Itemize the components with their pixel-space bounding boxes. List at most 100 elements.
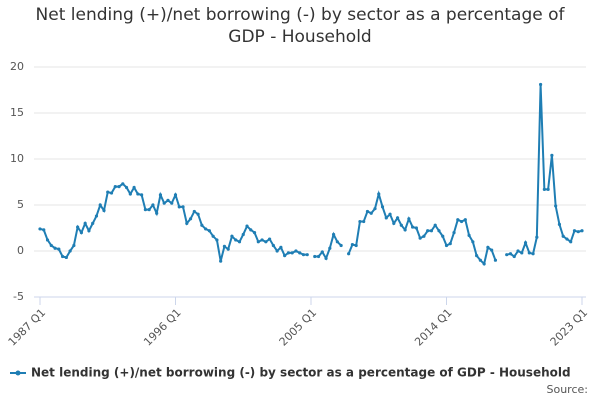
point bbox=[516, 249, 520, 253]
point bbox=[459, 219, 464, 224]
point bbox=[531, 252, 535, 256]
point bbox=[113, 185, 117, 189]
point bbox=[576, 230, 580, 234]
point bbox=[452, 231, 456, 235]
point bbox=[433, 223, 437, 227]
point bbox=[49, 243, 53, 248]
point bbox=[200, 223, 204, 227]
point bbox=[554, 204, 558, 208]
point bbox=[441, 234, 445, 238]
point bbox=[155, 211, 159, 215]
x-tick-label: 1987 Q1 bbox=[6, 306, 49, 349]
point bbox=[535, 235, 539, 239]
point bbox=[109, 191, 114, 195]
point bbox=[407, 217, 411, 221]
point bbox=[373, 207, 377, 211]
point bbox=[162, 201, 166, 205]
point bbox=[173, 193, 178, 197]
point bbox=[271, 243, 275, 248]
point bbox=[222, 244, 227, 248]
point bbox=[486, 245, 490, 249]
point bbox=[320, 250, 324, 254]
source: Source: bbox=[547, 383, 589, 396]
point bbox=[546, 187, 550, 191]
point bbox=[98, 203, 102, 207]
point bbox=[463, 218, 467, 222]
point bbox=[456, 218, 460, 222]
point bbox=[234, 238, 238, 242]
point bbox=[136, 192, 140, 196]
point bbox=[286, 251, 291, 255]
point bbox=[572, 229, 577, 233]
point bbox=[158, 193, 163, 197]
point bbox=[557, 222, 562, 226]
point bbox=[117, 185, 121, 189]
point bbox=[290, 251, 294, 255]
legend-label: Net lending (+)/net borrowing (-) by sec… bbox=[31, 366, 571, 380]
point bbox=[538, 82, 543, 87]
point bbox=[151, 203, 155, 207]
x-tick-label: 2023 Q1 bbox=[548, 306, 591, 349]
point bbox=[339, 243, 343, 248]
point bbox=[177, 205, 181, 209]
point bbox=[305, 253, 309, 257]
point bbox=[57, 247, 61, 251]
point bbox=[64, 255, 68, 260]
point bbox=[380, 205, 385, 209]
point bbox=[76, 225, 80, 229]
point bbox=[399, 223, 403, 227]
point bbox=[140, 193, 144, 197]
point bbox=[542, 187, 546, 191]
point bbox=[128, 192, 132, 196]
point bbox=[301, 253, 306, 257]
chart-title: Net lending (+)/net borrowing (-) by sec… bbox=[35, 5, 565, 47]
point bbox=[328, 246, 332, 250]
x-tick-label: 2005 Q1 bbox=[277, 306, 320, 349]
legend-marker bbox=[15, 370, 21, 376]
x-tick-label: 1996 Q1 bbox=[141, 306, 184, 349]
point bbox=[444, 243, 449, 248]
point bbox=[237, 240, 242, 244]
point bbox=[471, 240, 475, 244]
point bbox=[245, 224, 249, 228]
point bbox=[42, 228, 46, 232]
point bbox=[478, 258, 482, 262]
y-tick-label: 15 bbox=[10, 106, 24, 119]
point bbox=[204, 227, 208, 231]
y-tick-label: -5 bbox=[13, 290, 24, 303]
x-tick-label: 2014 Q1 bbox=[412, 306, 455, 349]
series-line bbox=[39, 84, 583, 266]
point bbox=[91, 221, 95, 225]
point bbox=[403, 228, 407, 232]
point bbox=[143, 208, 147, 212]
point bbox=[283, 254, 287, 258]
point bbox=[241, 232, 245, 237]
point bbox=[580, 229, 584, 233]
y-tick-label: 0 bbox=[17, 244, 24, 257]
point bbox=[335, 240, 339, 244]
point bbox=[226, 247, 230, 251]
point bbox=[60, 254, 65, 259]
point bbox=[448, 242, 452, 246]
point bbox=[354, 243, 358, 248]
point bbox=[350, 242, 355, 247]
point bbox=[181, 205, 185, 209]
point bbox=[68, 249, 72, 253]
point bbox=[482, 262, 486, 266]
point bbox=[467, 233, 471, 237]
point bbox=[215, 238, 219, 242]
point bbox=[569, 240, 573, 244]
point bbox=[426, 229, 430, 233]
point bbox=[166, 198, 170, 202]
point bbox=[505, 253, 509, 257]
point bbox=[527, 251, 531, 255]
point bbox=[275, 249, 279, 253]
point bbox=[45, 238, 50, 242]
point bbox=[252, 231, 257, 235]
point bbox=[418, 236, 422, 240]
point bbox=[347, 252, 351, 256]
point bbox=[87, 229, 91, 233]
point bbox=[38, 227, 42, 231]
point bbox=[508, 252, 513, 256]
